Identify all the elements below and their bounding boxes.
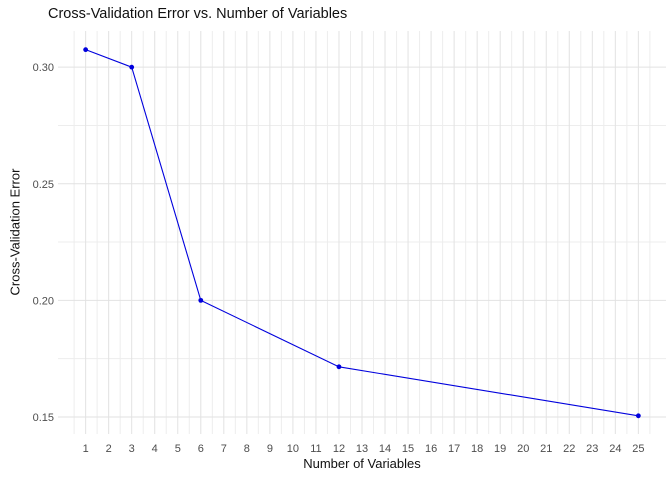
data-point bbox=[635, 413, 641, 419]
x-tick-label: 14 bbox=[379, 443, 391, 455]
x-tick-label: 23 bbox=[586, 443, 598, 455]
x-tick-label: 5 bbox=[175, 443, 181, 455]
x-tick-label: 16 bbox=[425, 443, 437, 455]
x-tick-label: 6 bbox=[198, 443, 204, 455]
data-point bbox=[83, 47, 89, 53]
x-tick-label: 10 bbox=[287, 443, 299, 455]
x-axis-title: Number of Variables bbox=[303, 456, 421, 471]
x-tick-label: 24 bbox=[609, 443, 621, 455]
x-tick-label: 13 bbox=[356, 443, 368, 455]
x-tick-label: 18 bbox=[471, 443, 483, 455]
x-tick-label: 1 bbox=[83, 443, 89, 455]
x-tick-label: 8 bbox=[244, 443, 250, 455]
x-tick-label: 4 bbox=[152, 443, 158, 455]
x-tick-label: 3 bbox=[129, 443, 135, 455]
x-tick-label: 2 bbox=[106, 443, 112, 455]
data-point bbox=[129, 64, 135, 70]
x-tick-label: 21 bbox=[540, 443, 552, 455]
y-tick-label: 0.25 bbox=[33, 179, 54, 191]
x-tick-label: 15 bbox=[402, 443, 414, 455]
y-tick-label: 0.30 bbox=[33, 62, 54, 74]
x-tick-label: 22 bbox=[563, 443, 575, 455]
y-tick-label: 0.15 bbox=[33, 412, 54, 424]
y-tick-label: 0.20 bbox=[33, 295, 54, 307]
x-tick-label: 9 bbox=[267, 443, 273, 455]
chart-title: Cross-Validation Error vs. Number of Var… bbox=[48, 6, 348, 22]
x-tick-label: 19 bbox=[494, 443, 506, 455]
x-tick-label: 17 bbox=[448, 443, 460, 455]
x-tick-label: 20 bbox=[517, 443, 529, 455]
data-point bbox=[198, 297, 204, 303]
x-tick-label: 12 bbox=[333, 443, 345, 455]
data-point bbox=[336, 364, 342, 370]
x-tick-label: 11 bbox=[310, 443, 321, 455]
x-tick-label: 7 bbox=[221, 443, 227, 455]
x-tick-label: 25 bbox=[632, 443, 644, 455]
